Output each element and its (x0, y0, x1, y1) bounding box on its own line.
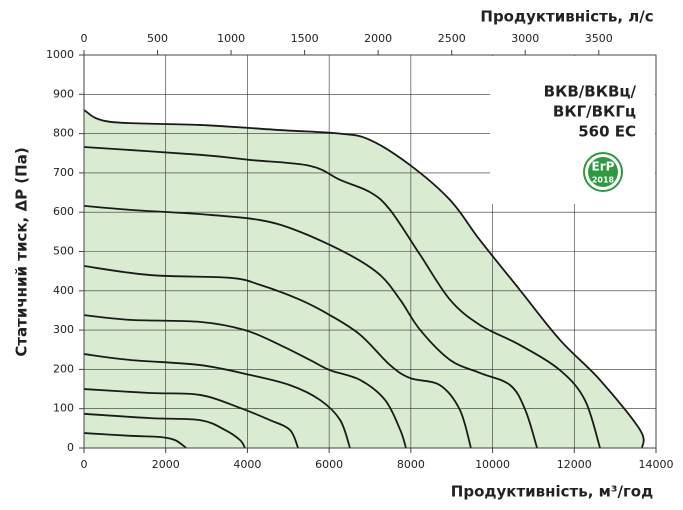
y-tick-label: 700 (53, 166, 74, 179)
y-tick-label: 400 (53, 284, 74, 297)
x2-axis-label: Продуктивність, л/с (480, 8, 653, 26)
x2-tick-label: 3500 (585, 32, 613, 45)
curve (83, 353, 351, 449)
y-tick-label: 500 (53, 245, 74, 258)
x-tick-label: 4000 (233, 458, 261, 471)
x2-tick-label: 2500 (438, 32, 466, 45)
curve (83, 146, 601, 449)
x-tick-label: 10000 (475, 458, 510, 471)
x2-tick-label: 500 (147, 32, 168, 45)
y-axis-label: Статичний тиск, ΔР (Па) (13, 147, 31, 356)
y-tick-label: 600 (53, 205, 74, 218)
annotation: ВКВ/ВКВц/ (544, 83, 637, 101)
y-tick-label: 100 (53, 402, 74, 415)
badge-inner (588, 157, 618, 187)
x2-tick-label: 3000 (511, 32, 539, 45)
area (84, 110, 644, 449)
x-tick-label: 12000 (557, 458, 592, 471)
y-tick-label: 900 (53, 87, 74, 100)
curve (83, 388, 299, 449)
y-tick-label: 0 (67, 441, 74, 454)
erp-badge: ErP 2018 (583, 152, 623, 192)
y-tick-label: 1000 (46, 48, 74, 61)
plot-frame (83, 54, 657, 449)
curve (83, 314, 407, 449)
badge-year: 2018 (592, 176, 615, 185)
y-tick-label: 800 (53, 127, 74, 140)
x-tick-label: 6000 (315, 458, 343, 471)
y-tick-label: 200 (53, 362, 74, 375)
x-tick-label: 14000 (639, 458, 674, 471)
x-axis-label: Продуктивність, м³/год (451, 483, 653, 501)
curve (83, 432, 187, 449)
x2-tick-label: 2000 (364, 32, 392, 45)
x2-tick-label: 1500 (291, 32, 319, 45)
curve (83, 412, 246, 449)
curve (83, 109, 645, 449)
curve (83, 205, 538, 449)
y-tick-label: 300 (53, 323, 74, 336)
x-tick-label: 2000 (152, 458, 180, 471)
x-tick-label: 8000 (397, 458, 425, 471)
annotation: 560 ЕС (578, 123, 636, 141)
badge-text: ErP (592, 160, 615, 174)
curve (83, 265, 472, 449)
x2-tick-label: 0 (81, 32, 88, 45)
x2-tick-label: 1000 (217, 32, 245, 45)
label-panel (490, 56, 655, 204)
x-tick-label: 0 (81, 458, 88, 471)
annotation: ВКГ/ВКГц (553, 103, 636, 121)
